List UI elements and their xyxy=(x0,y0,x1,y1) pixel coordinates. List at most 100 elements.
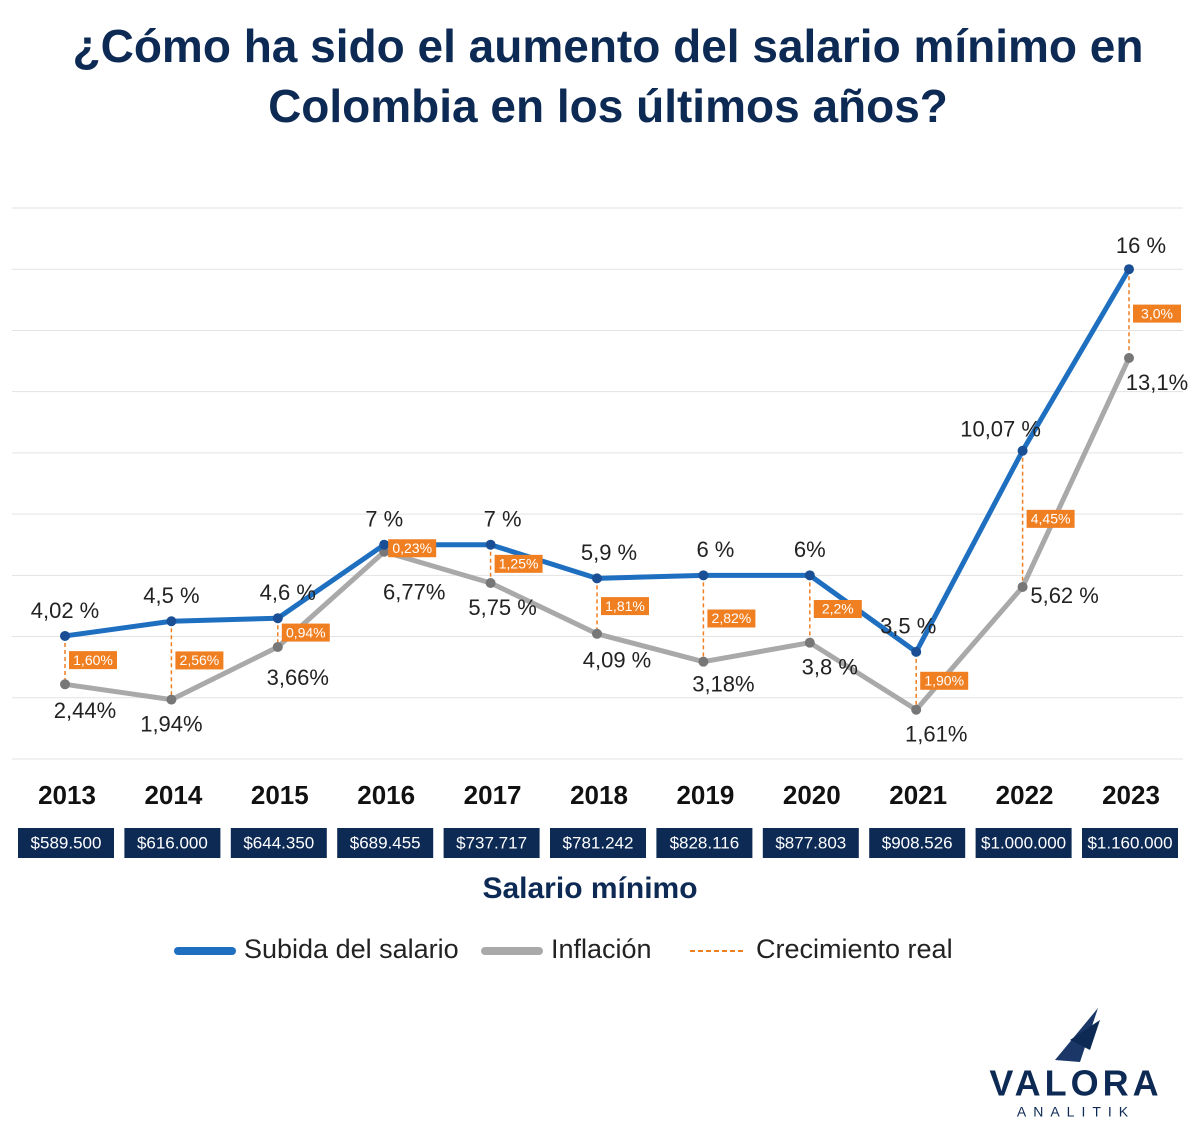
real-growth-label: 1,81% xyxy=(605,598,645,614)
real-growth-label: 1,90% xyxy=(924,672,964,688)
real-growth-box xyxy=(1026,509,1075,528)
point xyxy=(60,679,70,690)
salary-label: $877.803 xyxy=(775,833,846,852)
legend-label: Inflación xyxy=(551,934,652,964)
value-label: 16 % xyxy=(1116,233,1166,258)
value-label: 7 % xyxy=(365,507,403,532)
value-label: 3,18% xyxy=(692,671,754,696)
point xyxy=(698,570,709,581)
point xyxy=(592,573,602,584)
real-growth-box xyxy=(494,554,543,573)
salary-label: $781.242 xyxy=(563,833,634,852)
real-growth-label: 0,23% xyxy=(392,540,432,556)
value-label: 6 % xyxy=(696,537,734,562)
point xyxy=(60,630,70,641)
logo-icon xyxy=(1070,1020,1100,1050)
point xyxy=(804,637,815,648)
point xyxy=(1124,264,1134,275)
salary-box xyxy=(337,828,434,858)
salary-box xyxy=(230,828,327,858)
point xyxy=(485,539,496,550)
value-label: 3,66% xyxy=(267,665,329,690)
salary-box xyxy=(550,828,646,858)
salary-label: $616.000 xyxy=(137,833,208,852)
point xyxy=(1124,352,1134,363)
point xyxy=(1017,581,1028,592)
salary-label: $828.116 xyxy=(670,833,740,852)
salary-box xyxy=(1082,828,1178,858)
chart-title: ¿Cómo ha sido el aumento del salario mín… xyxy=(73,20,1144,72)
value-label: 3,8 % xyxy=(802,654,858,679)
logo-icon xyxy=(1055,1008,1098,1062)
legend-label: Subida del salario xyxy=(244,934,459,964)
real-growth-label: 2,2% xyxy=(822,601,854,617)
x-tick-label: 2023 xyxy=(1102,780,1160,810)
chart-title: Colombia en los últimos años? xyxy=(268,80,948,132)
x-tick-label: 2022 xyxy=(996,780,1054,810)
point xyxy=(698,656,709,667)
real-growth-box xyxy=(707,609,756,628)
point xyxy=(379,539,390,550)
value-label: 6% xyxy=(794,537,826,562)
point xyxy=(911,646,922,657)
real-growth-box xyxy=(920,671,969,690)
point xyxy=(804,570,815,581)
real-growth-label: 2,82% xyxy=(712,610,752,626)
salary-box xyxy=(656,828,753,858)
value-label: 1,94% xyxy=(140,711,202,736)
salary-label: $689.455 xyxy=(350,833,421,852)
value-label: 4,6 % xyxy=(260,580,316,605)
real-growth-box xyxy=(601,597,649,616)
salary-label: $1.160.000 xyxy=(1087,833,1172,852)
real-growth-label: 0,94% xyxy=(286,624,326,640)
real-growth-box xyxy=(69,651,117,670)
value-label: 4,09 % xyxy=(583,648,652,673)
point xyxy=(1017,445,1028,456)
point xyxy=(166,616,177,627)
point xyxy=(592,628,602,639)
value-label: 1,61% xyxy=(905,722,967,747)
logo: VALORA ANALITIK xyxy=(989,1008,1159,1120)
real-growth-label: 4,45% xyxy=(1031,511,1071,527)
real-growth-box xyxy=(281,623,330,642)
value-label: 4,02 % xyxy=(31,598,100,623)
value-label: 4,5 % xyxy=(143,583,199,608)
value-label: 2,44% xyxy=(54,698,116,723)
point xyxy=(911,704,922,715)
salary-box xyxy=(18,828,114,858)
real-growth-label: 2,56% xyxy=(180,652,220,668)
salary-label: $589.500 xyxy=(31,833,102,852)
x-tick-label: 2018 xyxy=(570,780,628,810)
x-tick-label: 2019 xyxy=(676,780,734,810)
real-growth-label: 1,60% xyxy=(73,652,113,668)
value-label: 7 % xyxy=(484,507,522,532)
salary-box xyxy=(975,828,1072,858)
x-tick-label: 2017 xyxy=(464,780,522,810)
salary-label: $908.526 xyxy=(882,833,953,852)
salary-title: Salario mínimo xyxy=(482,872,697,905)
value-label: 5,75 % xyxy=(468,595,537,620)
real-growth-box xyxy=(1133,304,1181,323)
x-tick-label: 2016 xyxy=(357,780,415,810)
real-growth-label: 1,25% xyxy=(499,556,539,572)
salary-label: $737.717 xyxy=(456,833,527,852)
salary-box xyxy=(762,828,859,858)
value-label: 13,1% xyxy=(1126,370,1188,395)
logo-subtitle: ANALITIK xyxy=(1017,1104,1135,1120)
x-tick-label: 2013 xyxy=(38,780,96,810)
point xyxy=(272,641,283,652)
real-growth-box xyxy=(175,651,224,670)
x-tick-label: 2014 xyxy=(144,780,202,810)
point xyxy=(485,577,496,588)
value-label: 5,62 % xyxy=(1030,583,1099,608)
real-growth-label: 3,0% xyxy=(1141,305,1173,321)
value-label: 5,9 % xyxy=(581,540,637,565)
point xyxy=(272,613,283,624)
salary-box xyxy=(869,828,966,858)
salary-label: $1.000.000 xyxy=(981,833,1066,852)
salary-label: $644.350 xyxy=(243,833,314,852)
value-label: 6,77% xyxy=(383,580,445,605)
legend-label: Crecimiento real xyxy=(756,934,953,964)
x-tick-label: 2015 xyxy=(251,780,309,810)
